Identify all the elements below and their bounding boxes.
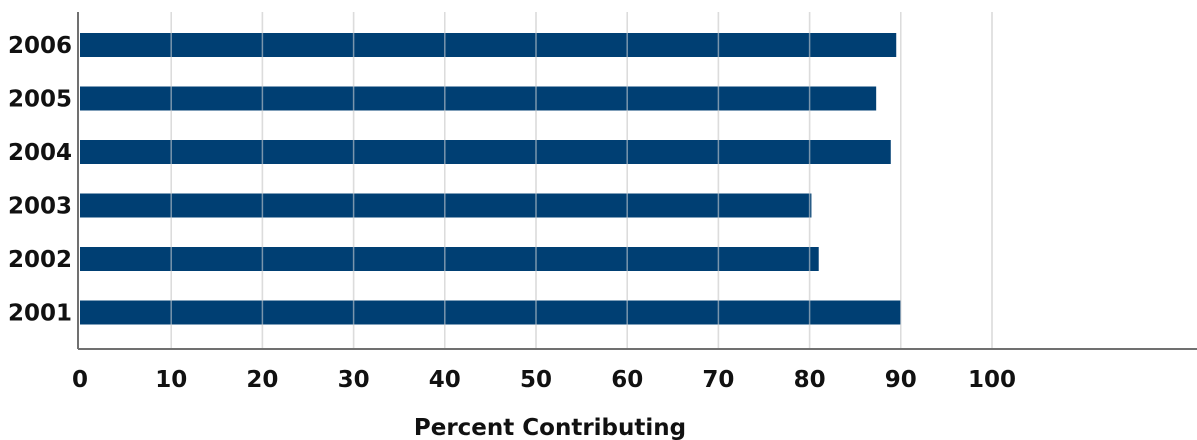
category-label: 2003 [8, 194, 72, 220]
gridlines-overlay [170, 12, 993, 349]
gridlines [170, 12, 993, 349]
x-tick-label: 20 [246, 367, 278, 393]
x-axis-title: Percent Contributing [414, 415, 686, 440]
x-tick-label: 0 [72, 367, 88, 393]
bar-2003 [80, 193, 812, 218]
bars [80, 33, 901, 325]
category-label: 2002 [8, 247, 72, 273]
category-label: 2004 [8, 140, 72, 166]
x-tick-label: 10 [155, 367, 187, 393]
x-tick-label: 60 [611, 367, 643, 393]
x-tick-labels: 0 10 20 30 40 50 60 70 80 90 100 [72, 367, 1016, 393]
bar-2001 [80, 300, 901, 325]
x-tick-label: 50 [520, 367, 552, 393]
x-tick-label: 80 [794, 367, 826, 393]
x-tick-label: 40 [429, 367, 461, 393]
category-label: 2001 [8, 301, 72, 327]
bar-2004 [80, 140, 891, 164]
x-tick-label: 30 [338, 367, 370, 393]
bar-2005 [80, 86, 877, 111]
x-tick-label: 90 [885, 367, 917, 393]
y-category-labels: 2006 2005 2004 2003 2002 2001 [8, 33, 72, 327]
bar-2006 [80, 33, 897, 57]
x-tick-label: 70 [702, 367, 734, 393]
category-label: 2005 [8, 87, 72, 113]
x-tick-label: 100 [968, 367, 1016, 393]
bar-2002 [80, 247, 819, 271]
category-label: 2006 [8, 33, 72, 59]
